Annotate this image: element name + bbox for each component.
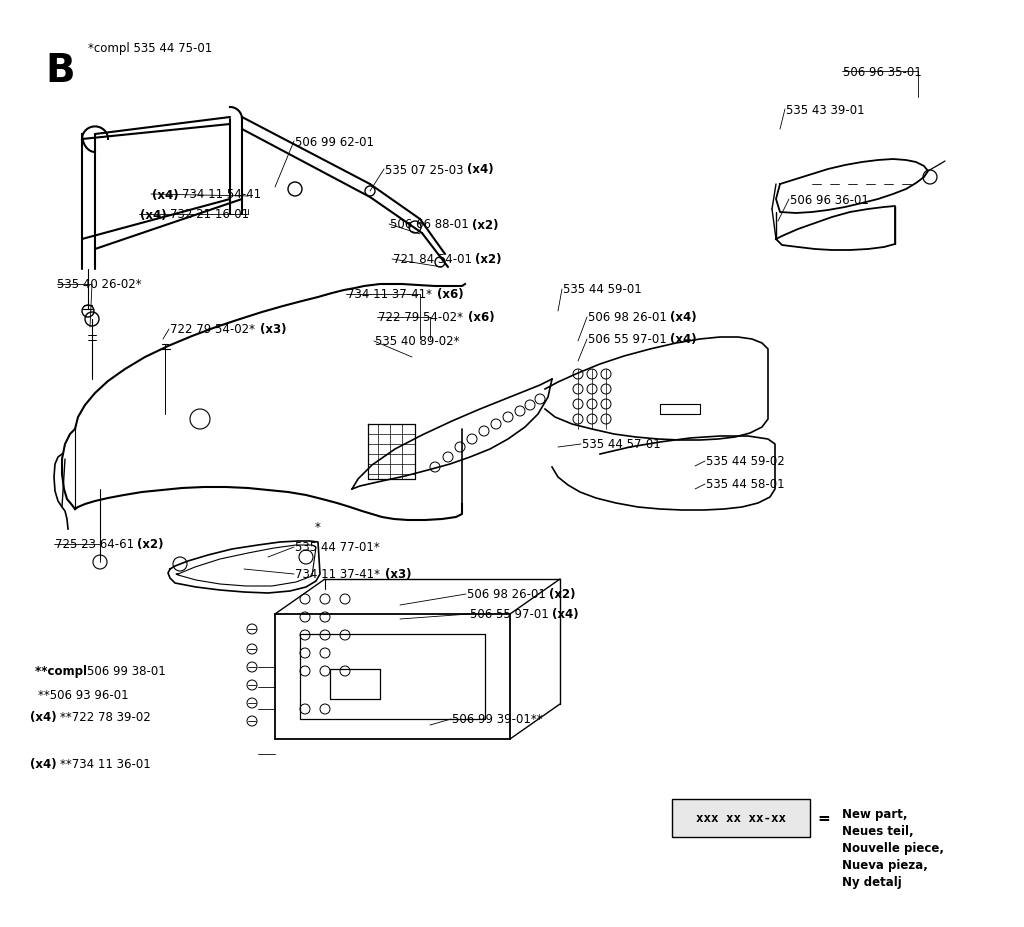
Text: (x2): (x2) — [472, 218, 499, 231]
Text: B: B — [45, 52, 75, 90]
Text: =: = — [817, 810, 830, 826]
Text: Nouvelle piece,: Nouvelle piece, — [842, 841, 944, 854]
Text: 725 23 64-61: 725 23 64-61 — [55, 538, 138, 551]
Text: 535 40 26-02*: 535 40 26-02* — [57, 278, 141, 291]
Text: 535 40 89-02*: 535 40 89-02* — [375, 336, 460, 349]
Text: (x4): (x4) — [30, 757, 60, 770]
Text: (x2): (x2) — [549, 588, 575, 601]
Text: 734 11 54-41: 734 11 54-41 — [182, 188, 261, 201]
Text: (x4): (x4) — [140, 209, 171, 222]
Text: (x2): (x2) — [137, 538, 164, 551]
Text: *: * — [315, 521, 321, 534]
Text: *compl 535 44 75-01: *compl 535 44 75-01 — [88, 42, 212, 55]
Text: 506 99 62-01: 506 99 62-01 — [295, 135, 374, 148]
Text: New part,: New part, — [842, 807, 907, 820]
Text: (x6): (x6) — [468, 311, 495, 324]
Text: 732 21 16-01: 732 21 16-01 — [170, 209, 249, 222]
Text: (x4): (x4) — [670, 311, 696, 324]
Text: 506 66 88-01: 506 66 88-01 — [390, 218, 472, 231]
Text: (x4): (x4) — [670, 333, 696, 346]
Text: 734 11 37-41*: 734 11 37-41* — [347, 288, 436, 301]
Text: (x2): (x2) — [475, 253, 502, 266]
Text: **506 93 96-01: **506 93 96-01 — [38, 689, 129, 702]
Bar — [672, 799, 810, 837]
Text: (x3): (x3) — [260, 324, 287, 337]
Text: 506 99 38-01: 506 99 38-01 — [87, 665, 166, 678]
Text: 535 44 77-01*: 535 44 77-01* — [295, 541, 380, 554]
Text: 535 44 58-01: 535 44 58-01 — [706, 478, 784, 491]
Text: 506 55 97-01: 506 55 97-01 — [470, 608, 553, 621]
Text: 722 79 54-02*: 722 79 54-02* — [378, 311, 467, 324]
Text: 734 11 37-41*: 734 11 37-41* — [295, 568, 384, 581]
Text: 506 99 39-01**: 506 99 39-01** — [452, 713, 543, 726]
Text: 535 43 39-01: 535 43 39-01 — [786, 104, 864, 117]
Text: Neues teil,: Neues teil, — [842, 824, 913, 837]
Text: (x4): (x4) — [30, 711, 60, 724]
Text: 506 98 26-01: 506 98 26-01 — [467, 588, 550, 601]
Text: 535 44 59-01: 535 44 59-01 — [563, 283, 642, 297]
Text: **compl: **compl — [35, 665, 91, 678]
Text: **722 78 39-02: **722 78 39-02 — [60, 711, 151, 724]
Text: 722 79 54-02*: 722 79 54-02* — [170, 324, 259, 337]
Text: 535 44 59-02: 535 44 59-02 — [706, 455, 784, 468]
Text: xxx xx xx-xx: xxx xx xx-xx — [696, 812, 786, 825]
Text: (x3): (x3) — [385, 568, 412, 581]
Text: (x6): (x6) — [437, 288, 464, 301]
Text: 535 44 57-01: 535 44 57-01 — [582, 438, 660, 451]
Text: 721 84 54-01: 721 84 54-01 — [393, 253, 476, 266]
Text: 535 07 25-03: 535 07 25-03 — [385, 163, 467, 176]
Text: (x4): (x4) — [552, 608, 579, 621]
Text: Nueva pieza,: Nueva pieza, — [842, 858, 928, 871]
Text: 506 55 97-01: 506 55 97-01 — [588, 333, 671, 346]
Text: 506 96 36-01: 506 96 36-01 — [790, 194, 869, 207]
Text: Ny detalj: Ny detalj — [842, 875, 902, 888]
Text: (x4): (x4) — [152, 188, 182, 201]
Text: 506 98 26-01: 506 98 26-01 — [588, 311, 671, 324]
Text: (x4): (x4) — [467, 163, 494, 176]
Text: 506 96 35-01: 506 96 35-01 — [843, 66, 922, 79]
Text: **734 11 36-01: **734 11 36-01 — [60, 757, 151, 770]
